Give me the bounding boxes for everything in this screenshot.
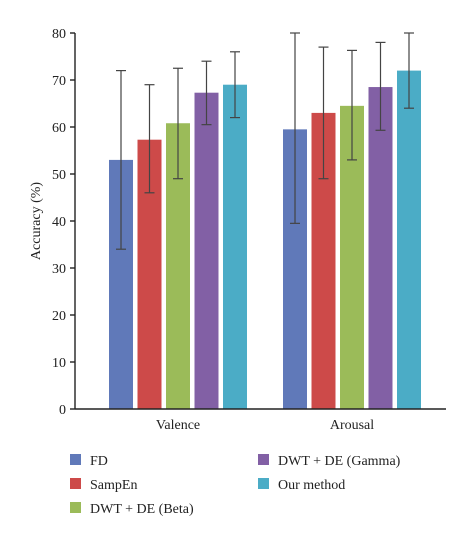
category-label-arousal: Arousal (330, 418, 374, 433)
y-tick-label: 40 (52, 215, 66, 230)
category-label-valence: Valence (156, 418, 200, 433)
legend-label: DWT + DE (Gamma) (278, 454, 401, 469)
legend-swatch (258, 478, 269, 489)
y-tick-label: 50 (52, 168, 66, 183)
y-tick-label: 0 (59, 403, 66, 418)
y-tick-label: 30 (52, 262, 66, 277)
y-axis-ticks: 0 10 20 30 40 50 60 70 80 (52, 27, 75, 418)
y-tick-label: 60 (52, 121, 66, 136)
legend-label: Our method (278, 478, 345, 493)
y-tick-label: 20 (52, 309, 66, 324)
y-tick-label: 10 (52, 356, 66, 371)
bar-dwt-de-gamma--valence (194, 92, 219, 409)
y-axis-label: Accuracy (%) (29, 182, 44, 260)
bar-series (109, 70, 421, 410)
category-labels: Valence Arousal (156, 418, 374, 433)
bar-our-method-valence (223, 84, 247, 409)
legend-swatch (258, 454, 269, 465)
legend-label: FD (90, 454, 108, 469)
y-tick-label: 70 (52, 74, 66, 89)
legend-swatch (70, 502, 81, 513)
legend-label: DWT + DE (Beta) (90, 502, 194, 517)
legend-swatch (70, 454, 81, 465)
legend: FD SampEn DWT + DE (Beta) DWT + DE (Gamma) O… (70, 454, 401, 517)
legend-swatch (70, 478, 81, 489)
error-bars (116, 32, 414, 250)
legend-label: SampEn (90, 478, 137, 493)
y-tick-label: 80 (52, 27, 66, 42)
bar-dwt-de-gamma--arousal (368, 87, 393, 410)
bar-our-method-arousal (397, 70, 421, 409)
